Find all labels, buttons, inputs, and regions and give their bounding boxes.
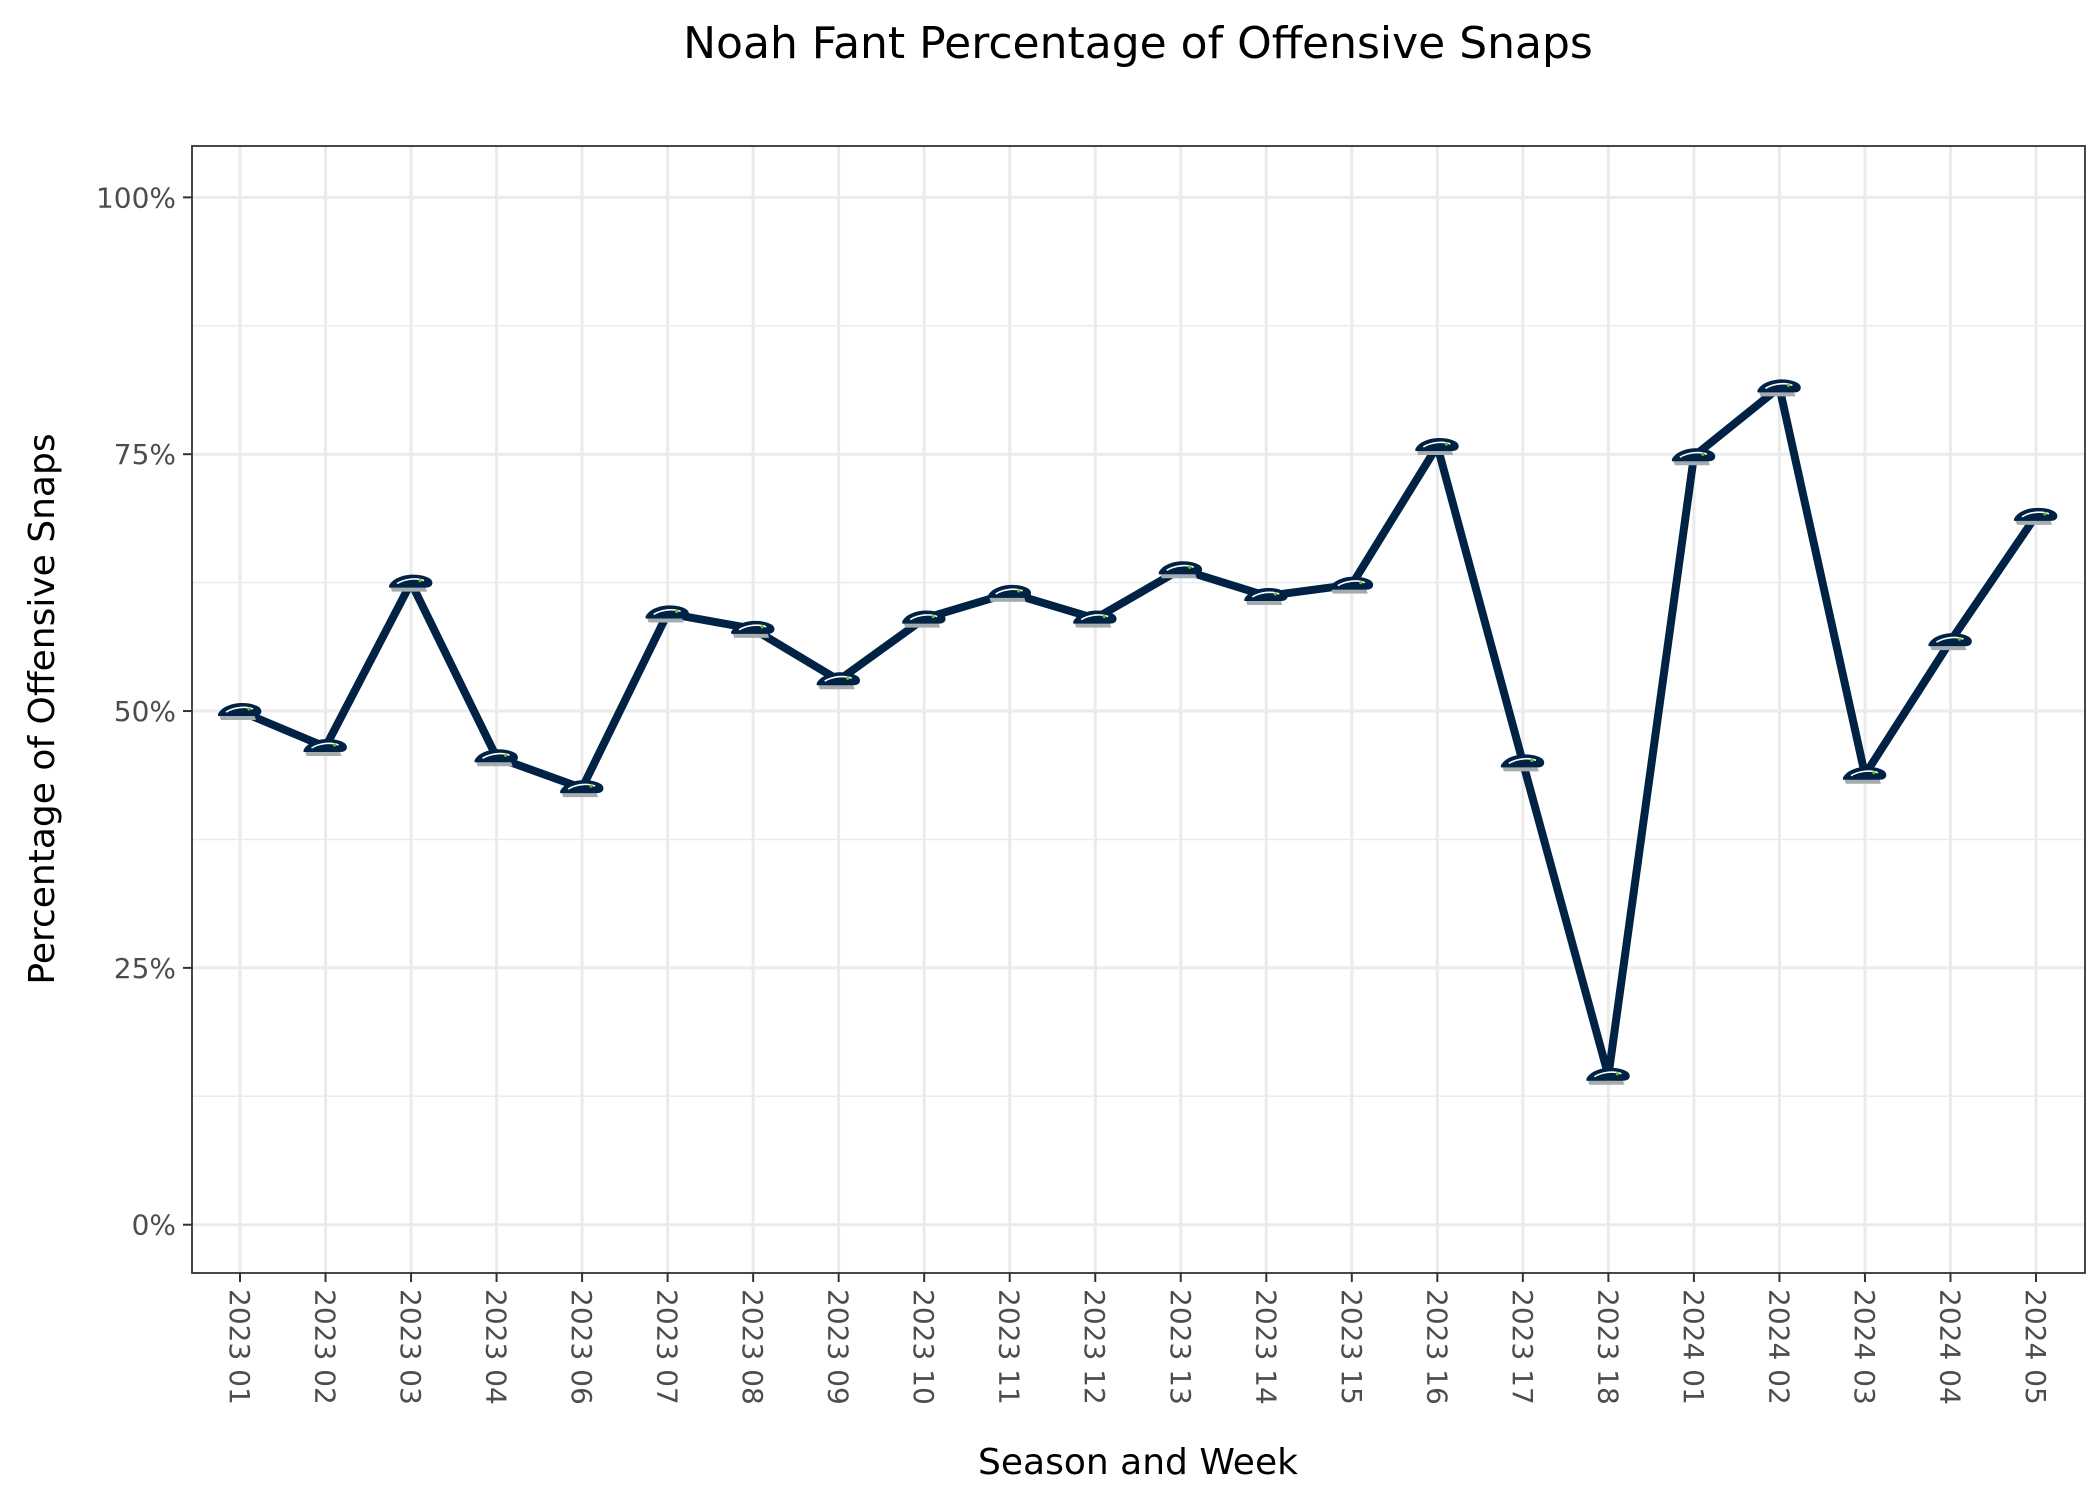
data-point-marker (1757, 379, 1801, 397)
data-point-marker (987, 584, 1032, 602)
x-tick-label: 2023 15 (1335, 1289, 1368, 1405)
x-tick-label: 2023 07 (651, 1289, 684, 1405)
data-point-marker (1928, 633, 1972, 651)
x-axis: 2023 01 2023 02 2023 03 2023 04 2023 06 2023 … (223, 1273, 2052, 1405)
x-tick-label: 2023 09 (822, 1289, 855, 1405)
x-tick-label: 2024 01 (1677, 1289, 1710, 1405)
x-tick-label: 2023 08 (736, 1289, 769, 1405)
x-axis-title: Season and Week (978, 1442, 1298, 1483)
data-point-marker (1158, 561, 1203, 579)
y-axis: 0% 25% 50% 75% 100% (96, 181, 192, 1242)
x-tick-label: 2023 03 (394, 1289, 427, 1405)
series-noah-fant (218, 379, 2058, 1085)
y-tick-label: 100% (96, 181, 176, 214)
x-tick-label: 2023 02 (309, 1289, 342, 1405)
data-point-marker (645, 605, 689, 623)
data-point-marker (816, 672, 861, 690)
x-tick-label: 2023 06 (565, 1289, 598, 1405)
data-point-marker (1671, 448, 1716, 466)
data-point-marker (218, 703, 262, 721)
y-tick-label: 75% (114, 438, 176, 471)
plot-panel-border (191, 145, 2086, 1274)
data-point-marker (474, 749, 518, 767)
data-point-marker (1415, 437, 1459, 455)
data-point-marker (560, 780, 604, 798)
x-tick-label: 2023 11 (993, 1289, 1026, 1405)
data-point-marker (2014, 507, 2058, 525)
x-tick-label: 2024 02 (1762, 1289, 1795, 1405)
y-tick-label: 25% (114, 952, 176, 985)
x-tick-label: 2024 05 (2019, 1289, 2052, 1405)
series-line (236, 383, 2040, 1080)
y-axis-title: Percentage of Offensive Snaps (22, 433, 63, 984)
data-point-marker (1500, 754, 1545, 772)
chart-title: Noah Fant Percentage of Offensive Snaps (683, 18, 1593, 69)
x-tick-label: 2023 01 (223, 1289, 256, 1405)
data-point-marker (1842, 766, 1887, 784)
x-tick-label: 2023 04 (480, 1289, 513, 1405)
x-tick-label: 2023 13 (1164, 1289, 1197, 1405)
y-tick-label: 0% (132, 1209, 176, 1242)
data-point-marker (1586, 1067, 1630, 1085)
x-tick-label: 2023 14 (1249, 1289, 1282, 1405)
data-point-marker (1244, 587, 1288, 605)
data-point-marker (1329, 576, 1374, 594)
x-tick-label: 2023 16 (1420, 1289, 1453, 1405)
data-point-marker (303, 738, 347, 756)
gridlines (192, 146, 2085, 1273)
data-point-marker (1073, 610, 1117, 628)
x-tick-label: 2023 10 (907, 1289, 940, 1405)
x-tick-label: 2023 12 (1078, 1289, 1111, 1405)
x-tick-label: 2024 03 (1848, 1289, 1881, 1405)
x-tick-label: 2023 18 (1591, 1289, 1624, 1405)
x-tick-label: 2023 17 (1506, 1289, 1539, 1405)
data-point-marker (389, 574, 433, 592)
x-tick-label: 2024 04 (1933, 1289, 1966, 1405)
data-point-marker (902, 610, 946, 628)
data-point-marker (731, 620, 775, 638)
y-tick-label: 50% (114, 695, 176, 728)
